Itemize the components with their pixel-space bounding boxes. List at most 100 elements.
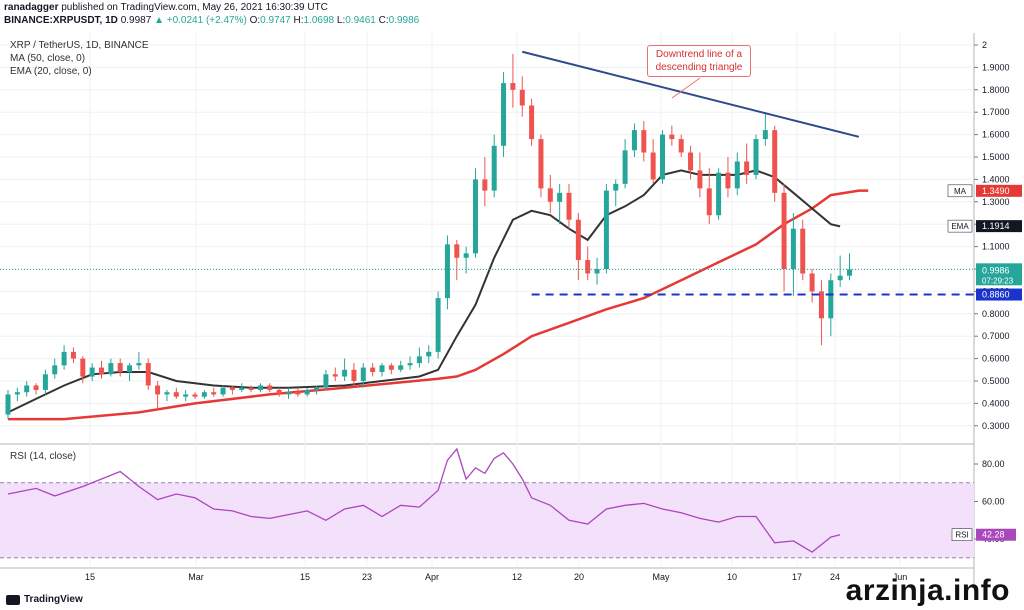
x-tick-label: 15	[85, 572, 95, 582]
price-label-value: 1.1914	[982, 221, 1010, 231]
candle-body	[753, 139, 759, 175]
candle-body	[491, 145, 497, 191]
candle-body	[5, 394, 11, 415]
x-tick-label: 15	[300, 572, 310, 582]
rsi-label-tag	[951, 528, 973, 541]
tradingview-logo[interactable]: TradingView	[6, 594, 83, 605]
x-tick-label: 12	[512, 572, 522, 582]
open-value: 0.9747	[260, 15, 291, 26]
candle-body	[678, 139, 684, 153]
candle-body	[52, 365, 58, 375]
rsi-y-tick-label: 80.00	[982, 459, 1005, 469]
y-tick-label: 0.7000	[982, 331, 1010, 341]
price-label-box	[976, 184, 1022, 197]
y-tick-label: 1.8000	[982, 85, 1010, 95]
candle-body	[688, 152, 694, 171]
candle-body	[304, 389, 310, 395]
annotation-pointer	[671, 77, 701, 99]
publisher-name[interactable]: ranadagger	[4, 2, 59, 13]
candle-body	[501, 83, 507, 146]
price-label-tag-text: MA	[954, 187, 967, 196]
tradingview-logo-icon	[6, 594, 20, 605]
candle-body	[641, 130, 647, 153]
candle-body	[89, 367, 95, 377]
candle-body	[286, 392, 291, 395]
y-tick-label: 1.3000	[982, 197, 1010, 207]
rsi-y-tick-label: 60.00	[982, 497, 1005, 507]
candle-body	[416, 356, 422, 364]
candle-body	[650, 152, 656, 180]
x-tick-label: 17	[792, 572, 802, 582]
candle-body	[173, 392, 179, 397]
candle-body	[734, 161, 740, 189]
price-label-tag	[947, 184, 973, 198]
rsi-panel	[0, 447, 974, 559]
candle-body	[426, 351, 432, 357]
price-change: ▲ +0.0241 (+2.47%)	[154, 15, 247, 26]
candle-body	[388, 365, 394, 370]
candle-body	[697, 170, 703, 189]
candle-body	[547, 188, 553, 202]
y-tick-label: 0.3000	[982, 421, 1010, 431]
candle-body	[566, 192, 572, 220]
candle-body	[463, 253, 469, 258]
high-value: 1.0698	[303, 15, 335, 26]
candle-body	[744, 161, 750, 175]
candle-body	[762, 130, 768, 140]
price-label-value: 1.3490	[982, 186, 1010, 196]
candle-body	[800, 228, 806, 274]
candle-body	[164, 392, 170, 395]
annotation-line-1: Downtrend line of a	[655, 49, 743, 60]
last-price: 0.9987	[120, 15, 152, 26]
candle-body	[790, 228, 796, 269]
legend-rsi[interactable]: RSI (14, close)	[10, 451, 77, 462]
candle-body	[257, 385, 263, 390]
legend-ema[interactable]: EMA (20, close, 0)	[10, 66, 92, 77]
rsi-line	[7, 447, 841, 553]
price-label-box	[976, 263, 1022, 286]
y-tick-label: 1.5000	[982, 152, 1010, 162]
candle-body	[99, 367, 104, 375]
candle-body	[267, 385, 273, 390]
candle-body	[61, 351, 67, 366]
candle-body	[342, 369, 348, 377]
symbol-line[interactable]: BINANCE:XRPUSDT, 1D	[4, 15, 118, 26]
candle-body	[42, 374, 48, 390]
candle-body	[772, 130, 778, 193]
price-panel	[0, 50, 974, 421]
candle-body	[575, 219, 581, 261]
high-label: H:	[293, 15, 304, 26]
candle-body	[117, 363, 123, 373]
candle-body	[183, 394, 189, 397]
y-tick-label: 1.6000	[982, 130, 1010, 140]
candle-body	[594, 269, 600, 274]
axes: 2 1.9000 1.8000 1.7000 1.6000 1.5000 1.4000 1.3…	[85, 40, 1022, 582]
candle-body	[295, 392, 301, 395]
candle-body	[622, 150, 628, 184]
candle-body	[229, 387, 235, 390]
candle-body	[847, 269, 852, 276]
candle-body	[33, 385, 39, 390]
candle-body	[360, 367, 366, 381]
candle-body	[435, 298, 441, 352]
candle-body	[70, 351, 76, 359]
candle-body	[454, 244, 460, 258]
candle-body	[585, 260, 591, 274]
candle-body	[351, 369, 357, 381]
candle-body	[538, 139, 544, 189]
candle-body	[201, 392, 207, 397]
x-tick-label: Jun	[893, 572, 908, 582]
candle-body	[519, 89, 525, 106]
y-tick-label: 0.5000	[982, 376, 1010, 386]
rsi-label-tag-text: RSI	[955, 531, 968, 540]
candle-body	[379, 365, 385, 373]
legend-pair[interactable]: XRP / TetherUS, 1D, BINANCE	[10, 40, 149, 51]
candle-body	[239, 387, 245, 390]
candle-body	[603, 190, 609, 269]
candle-body	[809, 273, 815, 292]
candle-body	[80, 358, 86, 377]
x-tick-label: Mar	[188, 572, 204, 582]
legend-ma[interactable]: MA (50, close, 0)	[10, 53, 86, 64]
y-tick-label: 0.6000	[982, 354, 1010, 364]
